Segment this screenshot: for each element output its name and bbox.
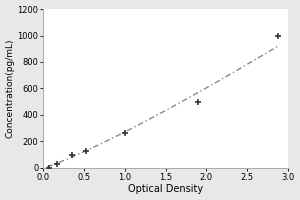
X-axis label: Optical Density: Optical Density: [128, 184, 203, 194]
Y-axis label: Concentration(pg/mL): Concentration(pg/mL): [6, 39, 15, 138]
